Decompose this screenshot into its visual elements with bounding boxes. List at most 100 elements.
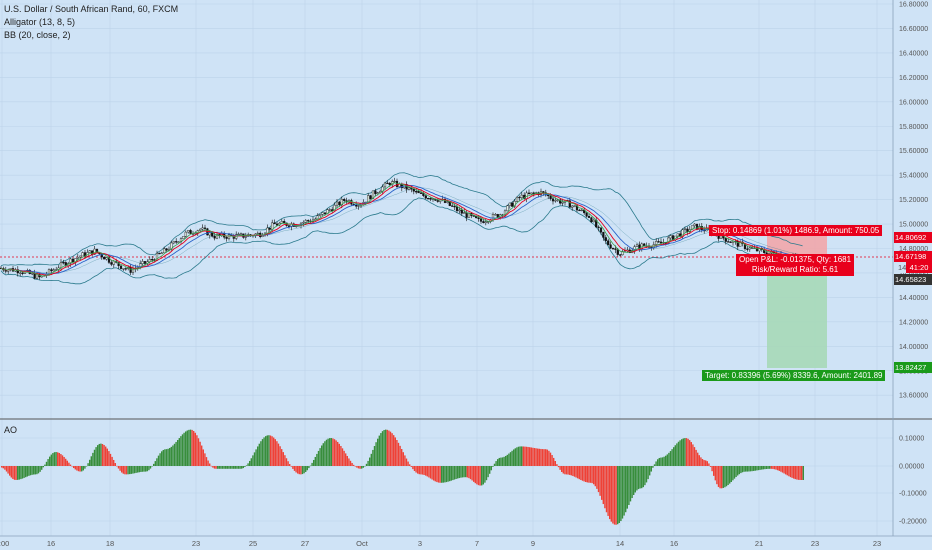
stop-label[interactable]: Stop: 0.14869 (1.01%) 1486.9, Amount: 75… <box>709 225 883 236</box>
ao-bar <box>301 466 304 475</box>
ao-bar <box>476 466 478 485</box>
ao-bar <box>601 466 603 500</box>
ao-bar <box>802 466 804 480</box>
ao-bar <box>269 435 272 466</box>
ao-bar <box>433 466 435 481</box>
candle-body <box>110 262 113 265</box>
ao-bar <box>258 443 260 466</box>
candle-body <box>429 198 432 200</box>
candle-body <box>655 241 658 245</box>
ao-bar <box>460 466 462 478</box>
ao-bar <box>228 466 230 469</box>
ao-bar <box>749 466 752 472</box>
candle-body <box>657 241 660 243</box>
candle-body <box>616 249 619 255</box>
ao-bar <box>164 449 166 466</box>
target-label[interactable]: Target: 0.83396 (5.69%) 8339.6, Amount: … <box>702 370 886 381</box>
low-price-label: 14.65823 <box>894 274 932 285</box>
ao-bar <box>657 459 659 466</box>
ao-bar <box>375 442 377 466</box>
ao-legend[interactable]: AO <box>4 425 18 435</box>
candle-body <box>239 233 243 235</box>
ao-bar <box>385 429 387 466</box>
ao-bar <box>505 455 507 466</box>
ao-bar <box>31 466 33 475</box>
ao-bar <box>594 466 596 487</box>
ao-bar <box>121 466 123 473</box>
ao-histogram <box>1 429 804 525</box>
candle-body <box>33 273 36 279</box>
ao-bar <box>95 447 97 466</box>
ao-bar <box>159 453 161 466</box>
ao-bar <box>172 445 174 466</box>
price-tick-label: 15.80000 <box>899 124 928 131</box>
ao-bar <box>260 441 262 466</box>
ao-bar <box>311 462 313 466</box>
price-tick-label: 14.00000 <box>899 344 928 351</box>
ao-bar <box>180 436 182 466</box>
candle-body <box>79 255 82 258</box>
ao-bar <box>82 466 84 471</box>
candle-body <box>551 198 555 202</box>
ao-bar <box>354 466 356 467</box>
ao-bar <box>773 466 776 470</box>
ao-bar <box>405 458 408 466</box>
ao-bar <box>602 466 604 505</box>
ao-bar <box>113 459 115 466</box>
ao-bar <box>197 438 200 466</box>
ao-bar <box>61 455 64 466</box>
ao-bar <box>21 466 24 479</box>
ao-bar <box>522 446 524 466</box>
ao-bar <box>124 466 126 475</box>
candle-body <box>547 194 550 197</box>
ao-bar <box>441 466 443 483</box>
ao-bar <box>533 448 536 466</box>
ao-bar <box>364 466 366 467</box>
ao-bar <box>647 466 649 480</box>
ao-bar <box>706 461 708 466</box>
ao-bar <box>177 440 179 466</box>
ao-bar <box>519 446 521 466</box>
ao-bar <box>466 466 468 478</box>
candle-body <box>388 182 391 186</box>
candle-body <box>273 222 276 225</box>
ao-axis[interactable]: 0.10000 0.00000 -0.10000 -0.20000 <box>899 436 927 526</box>
ao-bar <box>329 438 331 466</box>
ao-bar <box>135 466 137 473</box>
ao-bar <box>653 464 656 466</box>
time-axis[interactable]: 0:00 16 18 23 25 27 Oct 3 7 9 14 16 21 23 23 <box>0 539 881 548</box>
candle-body <box>724 237 727 242</box>
ao-bar <box>511 450 513 466</box>
ao-bar <box>185 431 187 466</box>
ao-bar <box>549 452 552 466</box>
price-axis[interactable]: 16.80000 16.60000 16.40000 16.20000 16.00000… <box>899 2 928 400</box>
symbol-title[interactable]: U.S. Dollar / South African Rand, 60, FX… <box>4 4 179 14</box>
ao-bar <box>39 466 41 472</box>
candle-body <box>585 212 588 217</box>
candle-body <box>487 221 490 223</box>
ao-bar <box>585 466 587 482</box>
price-tick-label: 13.60000 <box>899 393 928 400</box>
alligator-legend[interactable]: Alligator (13, 8, 5) <box>4 17 76 27</box>
ao-bar <box>465 466 467 478</box>
ao-bar <box>783 466 785 474</box>
ao-bar <box>276 441 278 466</box>
time-tick-label: 18 <box>106 539 114 548</box>
ao-bar <box>47 459 49 466</box>
ao-bar <box>41 466 43 470</box>
ao-bar <box>381 431 384 466</box>
open-pnl-text: Open P&L: -0.01375, Qty: 1681 <box>739 255 852 264</box>
bb-legend[interactable]: BB (20, close, 2) <box>4 30 71 40</box>
candle-body <box>184 231 187 237</box>
ao-bar <box>655 461 657 466</box>
time-tick-label: 23 <box>873 539 881 548</box>
ao-bar <box>621 466 624 519</box>
candle-body <box>635 244 639 247</box>
ao-bar <box>29 466 32 476</box>
candle-body <box>50 269 53 272</box>
pnl-box[interactable]: Open P&L: -0.01375, Qty: 1681 Risk/Rewar… <box>736 254 855 276</box>
ao-bar <box>10 466 12 478</box>
ao-bar <box>225 466 227 469</box>
ao-bar <box>626 466 628 509</box>
candle-body <box>326 209 329 215</box>
